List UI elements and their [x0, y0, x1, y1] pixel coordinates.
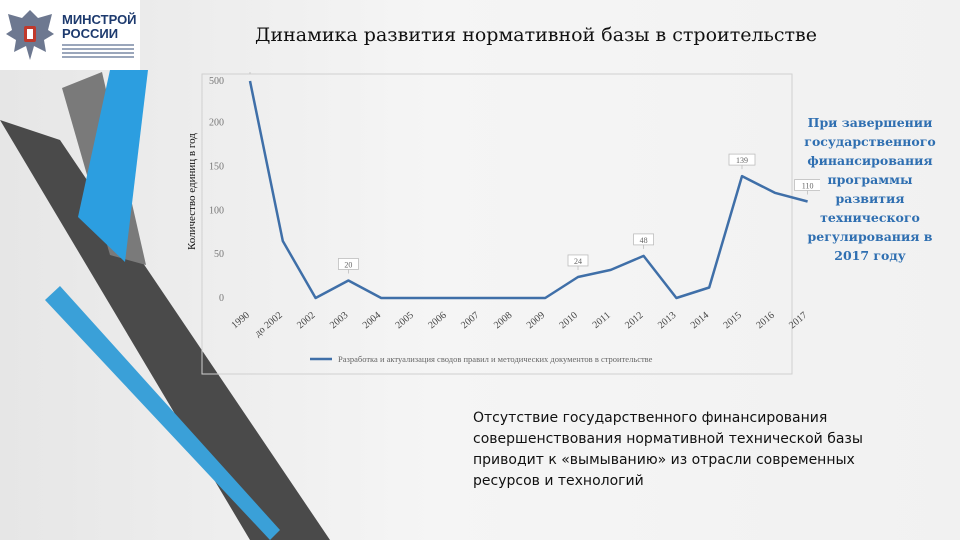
x-tick-label: 2007 — [459, 310, 481, 331]
line-chart: 0 50 100 150 200 500 1990 до 2002 2002 2003 2004 2… — [201, 72, 820, 375]
series-line — [248, 80, 808, 300]
x-tick-label: 2015 — [722, 310, 744, 331]
ministry-logo: МИНСТРОЙ РОССИИ — [0, 0, 140, 70]
x-tick-label: 2011 — [591, 310, 613, 331]
data-label: 48 — [640, 236, 648, 245]
x-tick-label: 2006 — [426, 310, 448, 331]
y-tick-label: 0 — [219, 293, 224, 304]
x-tick-label: 2004 — [361, 310, 383, 331]
side-note: При завершении государственного финансир… — [804, 115, 936, 263]
x-tick-label: 2002 — [295, 310, 317, 331]
data-label: 24 — [574, 257, 582, 266]
ministry-name-line2: РОССИИ — [62, 26, 119, 41]
y-axis-label: Количество единиц в год — [186, 133, 198, 250]
bottom-note: Отсутствие государственного финансирован… — [473, 410, 863, 489]
data-label: 110 — [802, 182, 814, 191]
ministry-name: МИНСТРОЙ РОССИИ — [62, 13, 142, 41]
x-tick-label: до 2002 — [253, 310, 285, 339]
y-tick-label: 150 — [209, 161, 224, 172]
x-tick-label: 2008 — [492, 310, 514, 331]
data-label: 20 — [344, 260, 352, 269]
ministry-name-line1: МИНСТРОЙ — [62, 12, 137, 27]
data-label: 139 — [736, 156, 748, 165]
y-tick-label: 50 — [214, 249, 224, 260]
deco-dark-stripe — [0, 120, 330, 540]
x-tick-label: 2014 — [689, 310, 711, 331]
y-tick-label: 500 — [209, 76, 224, 87]
chart-frame — [201, 73, 793, 375]
x-tick-label: 2005 — [394, 310, 416, 331]
x-tick-label: 2013 — [656, 310, 678, 331]
legend-label: Разработка и актуализация сводов правил … — [338, 354, 653, 364]
emblem-icon — [6, 10, 54, 60]
deco-blue-stripe — [78, 70, 148, 262]
page-title: Динамика развития нормативной базы в стр… — [255, 24, 817, 46]
x-tick-label: 2010 — [558, 310, 580, 331]
x-tick-label: 2016 — [754, 310, 776, 331]
x-tick-label: 1990 — [230, 310, 252, 331]
x-tick-label: 2017 — [787, 310, 809, 331]
deco-blue-stripe-lower — [45, 286, 280, 540]
y-tick-label: 100 — [209, 205, 224, 216]
x-tick-label: 2009 — [525, 310, 547, 331]
x-tick-label: 2012 — [623, 310, 645, 331]
ministry-subtitle-lines — [62, 44, 134, 60]
y-tick-label: 200 — [209, 118, 224, 129]
x-tick-label: 2003 — [328, 310, 350, 331]
